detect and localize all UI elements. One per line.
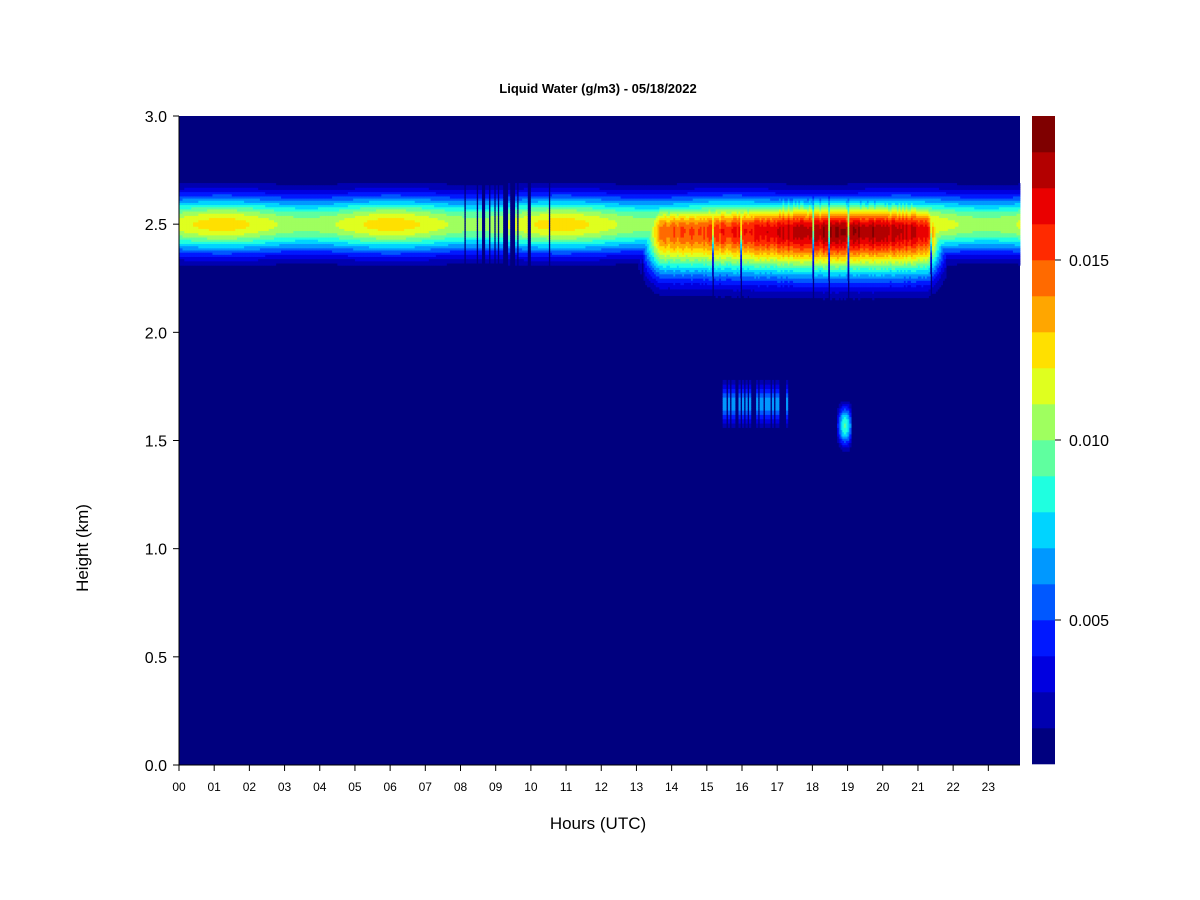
chart-title: Liquid Water (g/m3) - 05/18/2022 [499, 81, 696, 96]
plot-area [179, 116, 1020, 765]
